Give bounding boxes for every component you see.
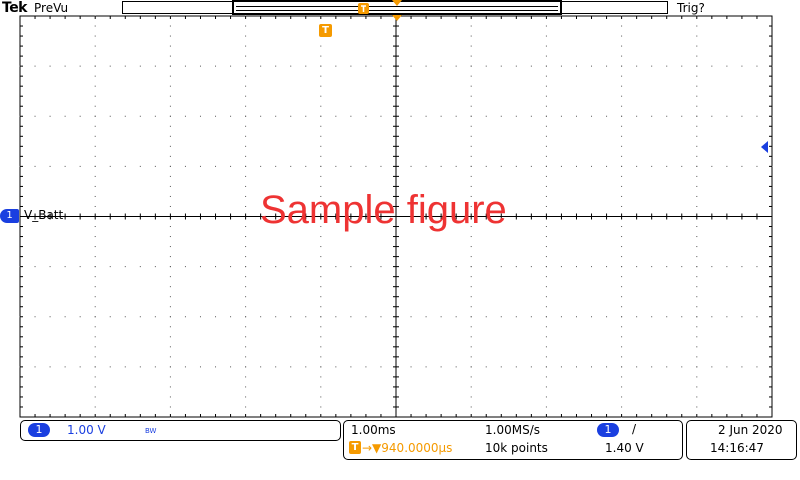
vertical-scale: 1.00 V [67,423,106,437]
record-center-marker-icon [392,0,402,6]
channel-1-label: V_Batt [24,208,64,222]
record-trigger-icon [358,3,369,14]
trigger-position-marker[interactable]: T [319,24,332,37]
record-length: 10k points [485,441,548,455]
channel-1-readout[interactable]: 1 1.00 V BW [20,420,341,441]
time: 14:16:47 [710,441,764,455]
date-time-readout: 2 Jun 2020 14:16:47 [686,420,797,460]
bandwidth-limit-indicator: BW [145,427,157,435]
sample-figure-watermark: Sample figure [260,188,507,232]
trigger-delay: →▼940.0000µs [362,441,453,455]
expansion-point-icon [392,15,402,21]
trigger-delay-icon: T [349,441,361,454]
channel-1-badge: 1 [28,423,50,437]
waveform-graticule [19,15,773,418]
sample-rate: 1.00MS/s [485,423,540,437]
trigger-level-arrow-icon[interactable] [760,141,770,153]
horizontal-scale: 1.00ms [351,423,396,437]
acquisition-mode-status: PreVu [34,1,69,15]
timebase-trigger-readout[interactable]: 1.00ms 1.00MS/s T →▼940.0000µs 10k point… [343,420,683,460]
channel-1-ground-marker[interactable]: 1 [0,209,19,223]
trigger-source-badge: 1 [597,423,619,437]
trigger-status: Trig? [677,1,705,15]
trigger-level: 1.40 V [605,441,644,455]
date: 2 Jun 2020 [718,423,783,437]
trigger-slope-icon: / [632,422,637,436]
brand-logo: Tek [2,0,28,16]
